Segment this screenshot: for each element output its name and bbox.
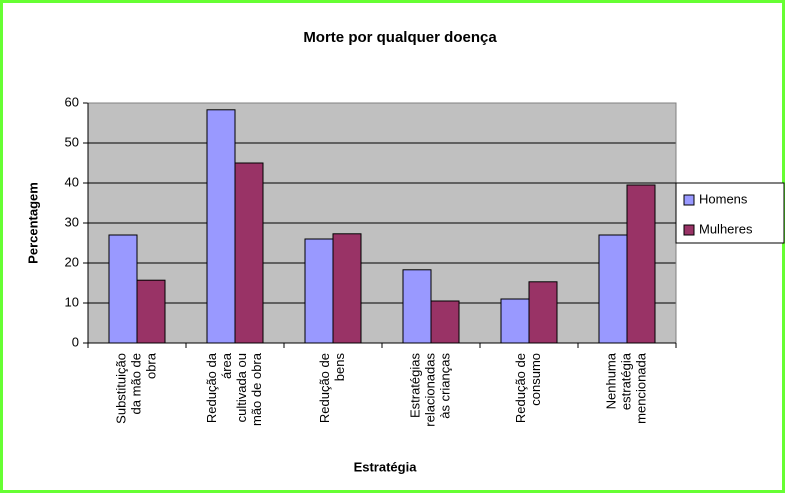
- x-tick-label: Nenhuma: [603, 352, 618, 409]
- x-tick-label: da mão de: [128, 353, 143, 414]
- chart-title: Morte por qualquer doença: [303, 29, 497, 46]
- x-tick-label: cultivada ou: [234, 353, 249, 422]
- x-tick-label: mão de obra: [249, 352, 264, 426]
- x-tick-label: bens: [332, 353, 347, 382]
- x-tick-label: Estratégias: [407, 353, 422, 419]
- y-axis-label: Percentagem: [25, 182, 40, 264]
- bar: [304, 238, 334, 344]
- legend-label: Homens: [699, 191, 748, 206]
- x-tick-label: estratégia: [618, 352, 633, 410]
- bar: [500, 298, 530, 344]
- x-tick-label: Redução de: [513, 353, 528, 423]
- bar: [136, 279, 166, 344]
- y-tick-label: 10: [65, 294, 79, 309]
- legend-label: Mulheres: [699, 221, 753, 236]
- x-tick-label: consumo: [528, 353, 543, 406]
- x-tick-label: Redução da: [204, 352, 219, 423]
- bar: [528, 281, 558, 344]
- y-tick-label: 0: [72, 334, 79, 349]
- y-tick-label: 20: [65, 254, 79, 269]
- y-tick-label: 50: [65, 134, 79, 149]
- x-tick-label: Substituição: [113, 353, 128, 424]
- x-tick-label: Redução de: [317, 353, 332, 423]
- x-tick-label: obra: [143, 352, 158, 379]
- y-tick-label: 30: [65, 214, 79, 229]
- bar: [206, 109, 236, 344]
- bar: [234, 162, 264, 344]
- x-axis-label: Estratégia: [354, 459, 418, 474]
- bar: [332, 233, 362, 344]
- x-tick-label: mencionada: [633, 352, 648, 424]
- legend-swatch: [683, 224, 695, 236]
- bar: [108, 234, 138, 344]
- bar: [402, 269, 432, 344]
- legend-swatch: [683, 194, 695, 206]
- x-tick-label: área: [219, 352, 234, 379]
- bar: [598, 234, 628, 344]
- y-tick-label: 60: [65, 94, 79, 109]
- bar: [626, 184, 656, 344]
- bar: [430, 300, 460, 344]
- x-tick-label: às crianças: [437, 353, 452, 419]
- x-tick-label: relacionadas: [422, 353, 437, 427]
- y-tick-label: 40: [65, 174, 79, 189]
